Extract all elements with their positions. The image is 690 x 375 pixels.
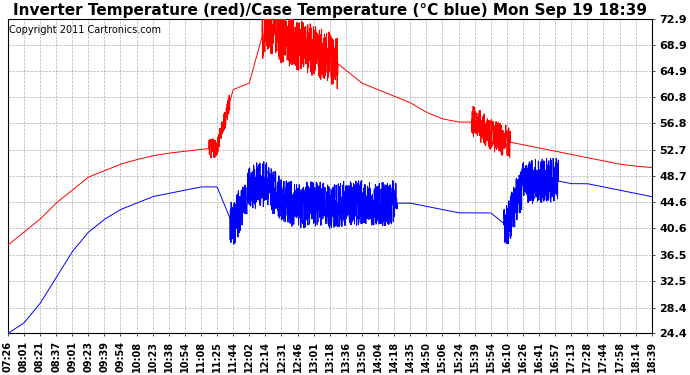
Title: Inverter Temperature (red)/Case Temperature (°C blue) Mon Sep 19 18:39: Inverter Temperature (red)/Case Temperat… xyxy=(12,3,647,18)
Text: Copyright 2011 Cartronics.com: Copyright 2011 Cartronics.com xyxy=(9,25,161,35)
